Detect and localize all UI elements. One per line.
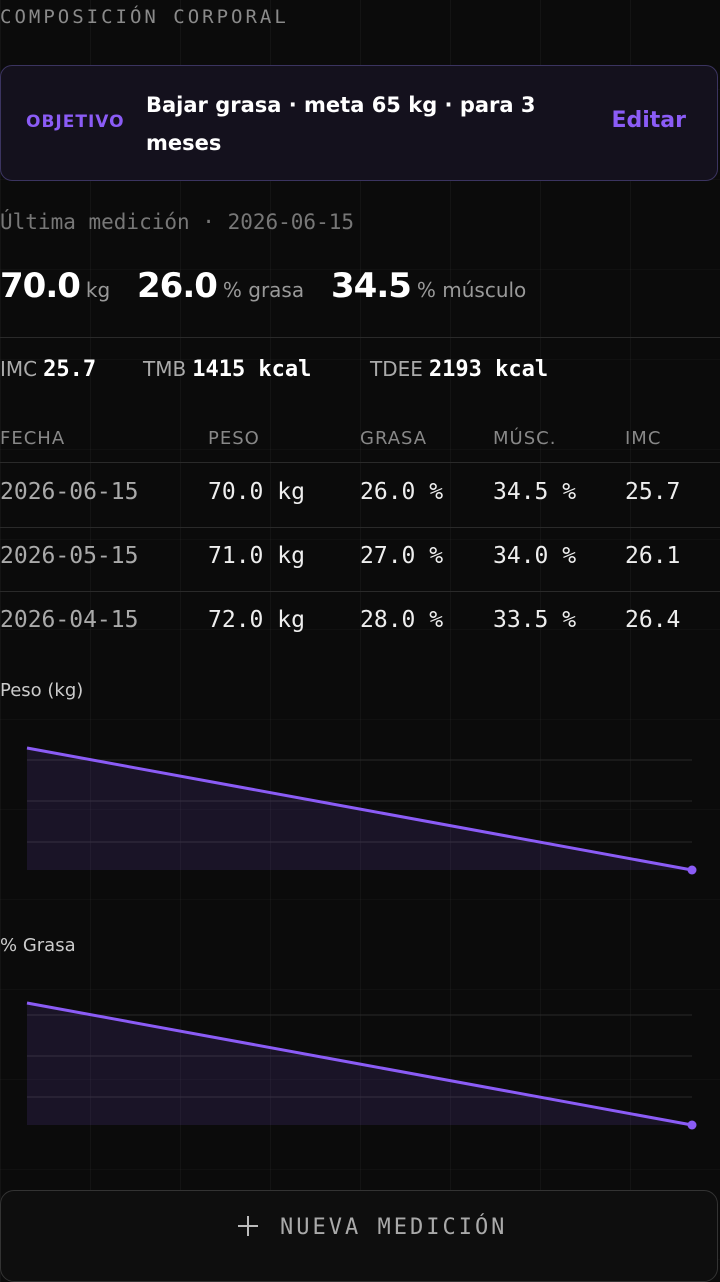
stat-unit: % grasa bbox=[222, 278, 305, 302]
divider bbox=[0, 337, 720, 338]
plus-icon bbox=[238, 1216, 258, 1236]
metric-value: 2193 kcal bbox=[428, 357, 549, 382]
stat-value: 26.0 bbox=[137, 266, 218, 306]
table-cell: 26.0 % bbox=[360, 479, 444, 505]
table-header: IMC bbox=[625, 428, 662, 449]
line bbox=[26, 746, 693, 872]
new-measurement-button[interactable] bbox=[0, 1190, 718, 1282]
table-header: FECHA bbox=[0, 428, 66, 449]
line bbox=[26, 1001, 693, 1127]
table-cell: 34.5 % bbox=[493, 479, 577, 505]
edit-button[interactable]: Editar bbox=[611, 108, 686, 133]
stat: 70.0 kg bbox=[0, 266, 110, 306]
table-cell: 26.1 bbox=[625, 543, 681, 569]
page-title: COMPOSICIÓN CORPORAL bbox=[0, 6, 289, 28]
table-cell: 70.0 kg bbox=[208, 479, 305, 505]
table-cell: 71.0 kg bbox=[208, 543, 305, 569]
metric: TDEE 2193 kcal bbox=[370, 357, 548, 382]
button-label[interactable]: NUEVA MEDICIÓN bbox=[280, 1215, 508, 1240]
goal-label: OBJETIVO bbox=[26, 112, 125, 132]
metric-label: IMC bbox=[0, 357, 38, 381]
table-cell: 34.0 % bbox=[493, 543, 577, 569]
table-header: MÚSC. bbox=[493, 428, 557, 449]
table-cell: 72.0 kg bbox=[208, 607, 305, 633]
stat: 34.5% músculo bbox=[331, 266, 526, 306]
stat-value: 34.5 bbox=[331, 266, 412, 306]
table-cell: 28.0 % bbox=[360, 607, 444, 633]
point bbox=[687, 1120, 697, 1130]
table-cell: 2026-05-15 bbox=[0, 543, 139, 569]
goal-card bbox=[0, 65, 718, 181]
metric-value: 1415 kcal bbox=[192, 357, 312, 382]
table-header: GRASA bbox=[360, 428, 428, 449]
metric-label: TMB bbox=[143, 357, 187, 381]
chart bbox=[26, 1001, 697, 1130]
chart-title: % Grasa bbox=[0, 935, 76, 956]
table-cell: 33.5 % bbox=[493, 607, 577, 633]
divider bbox=[0, 591, 720, 592]
chart bbox=[26, 746, 697, 875]
table-cell: 27.0 % bbox=[360, 543, 444, 569]
metric: IMC 25.7 bbox=[0, 357, 96, 382]
stat-unit: kg bbox=[85, 278, 111, 302]
divider bbox=[0, 462, 720, 463]
point bbox=[687, 865, 697, 875]
table-cell: 2026-04-15 bbox=[0, 607, 139, 633]
latest-label: Última medición · 2026-06-15 bbox=[0, 210, 355, 234]
goal-text: Bajar grasa · meta 65 kg · para 3 meses bbox=[146, 93, 536, 155]
metric-label: TDEE bbox=[370, 357, 423, 381]
stat: 26.0% grasa bbox=[137, 266, 304, 306]
stat-value: 70.0 bbox=[0, 266, 81, 306]
metric-value: 25.7 bbox=[43, 357, 97, 382]
table-cell: 25.7 bbox=[625, 479, 681, 505]
table-header: PESO bbox=[208, 428, 260, 449]
divider bbox=[0, 527, 720, 528]
stat-unit: % músculo bbox=[416, 278, 527, 302]
metric: TMB 1415 kcal bbox=[143, 357, 311, 382]
table-cell: 2026-06-15 bbox=[0, 479, 139, 505]
table-cell: 26.4 bbox=[625, 607, 681, 633]
chart-title: Peso (kg) bbox=[0, 680, 84, 701]
